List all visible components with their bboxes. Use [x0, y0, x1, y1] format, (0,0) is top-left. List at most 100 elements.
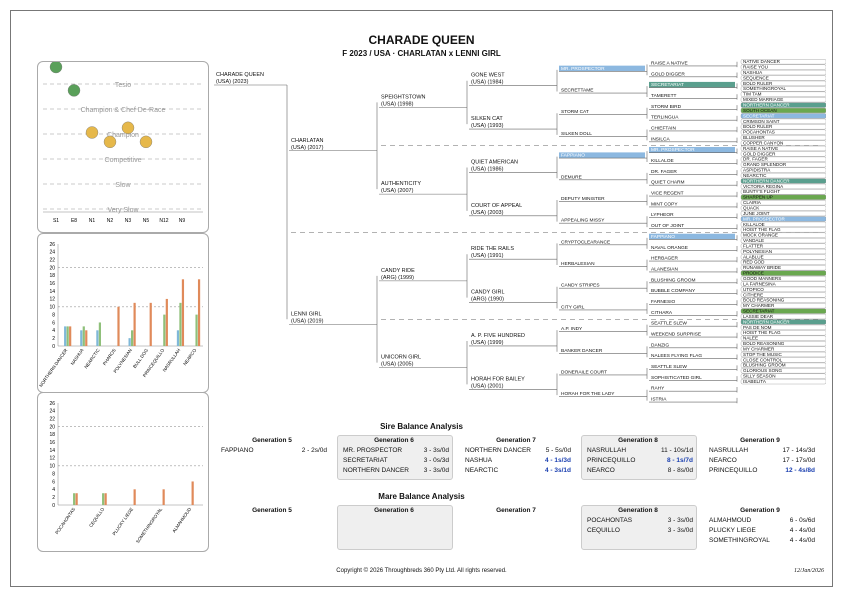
sire-balance-ancestor-name: NASHUA [465, 457, 493, 464]
gen6-name: ASPIDISTRA [743, 168, 771, 173]
gen6-box [740, 205, 826, 211]
gen6-name: ISABELITA [743, 379, 767, 384]
gen6-box [740, 303, 826, 309]
x-tick-label: N12 [159, 218, 168, 224]
sire-balance-ancestor-name: NORTHERN DANCER [343, 467, 409, 474]
gen6-box [740, 324, 826, 330]
sire-balance-ancestor-name: NASRULLAH [587, 447, 627, 454]
sire-category-label: NEARCTIC [83, 347, 101, 369]
gen6-box [740, 335, 826, 341]
y-tick-label: 2 [52, 336, 55, 342]
gen4-highlight [559, 152, 645, 158]
speed-point-n1 [85, 126, 99, 139]
gen5-name: BLUSHING GROOM [651, 277, 696, 283]
gen6-name: NORTHERN DANCER [743, 102, 790, 107]
gen6-name: PAS DE NOM [743, 325, 772, 330]
gen6-name: CLOSE CONTROL [743, 357, 783, 362]
gen6-name: TIM TAM [743, 92, 762, 97]
mare-balance-ancestor-name: ALMAHMOUD [709, 517, 752, 524]
sire-bar [179, 302, 182, 346]
gen6-box [740, 378, 826, 385]
gen5-name: MR. PROSPECTOR [651, 147, 695, 153]
gen6-name: GOLD DIGGER [743, 151, 776, 156]
gen5-name: TERLINGUA [651, 115, 679, 121]
gen6-box [740, 243, 826, 249]
gen4-name: STORM CAT [561, 109, 589, 115]
subject-origin: (USA) (2023) [216, 79, 249, 85]
gen6-name: GRAND SPLENDOR [743, 162, 787, 167]
mare-balance-ancestor-name: POCAHONTAS [587, 517, 633, 524]
sire-balance-ancestor-count: 3 - 3s/0d [423, 447, 449, 454]
gen6-box [740, 227, 826, 233]
gen6-box [740, 86, 826, 92]
mare-category-label: POCAHONTAS [54, 507, 76, 535]
gen6-box [740, 357, 826, 363]
gen2-origin: (USA) (2005) [381, 362, 414, 368]
gen6-name: BOLD REASONING [743, 298, 785, 303]
gen6-box [740, 91, 826, 97]
gen6-box [740, 140, 826, 146]
y-tick-label: 0 [52, 344, 55, 350]
gen6-name: RED GOD [743, 260, 765, 265]
gen6-box [740, 297, 826, 303]
sire-balance-ancestor-name: SECRETARIAT [343, 457, 388, 464]
gen5-name: GOLD DIGGER [651, 71, 685, 77]
gen6-name: NALEE [743, 336, 758, 341]
gen6-box [740, 281, 826, 287]
sire-balance-ancestor-count: 3 - 3s/0d [423, 467, 449, 474]
gen6-box [740, 183, 826, 190]
gen3-origin: (USA) (1984) [471, 80, 504, 86]
gen1-origin: (USA) (2019) [291, 318, 324, 324]
gen5-name: BUBBLE COMPANY [651, 288, 696, 294]
gen6-box [740, 308, 826, 314]
sire-balance-ancestor-count: 17 - 14s/3d [782, 447, 815, 454]
gen4-name: SILKEN DOLL [561, 131, 592, 137]
sire-balance-generation-box [337, 435, 453, 480]
mare-category-label: CEQUILLO [88, 506, 105, 528]
gen3-name: SILKEN CAT [471, 116, 503, 122]
y-tick-label: 10 [49, 305, 55, 311]
gen5-name: SEATTLE SLEW [651, 364, 687, 370]
y-tick-label: 14 [49, 289, 55, 295]
gen5-name: ISTRIA [651, 397, 667, 403]
y-tick-label: 20 [49, 424, 55, 430]
gen6-name: ALABLUE [743, 254, 764, 259]
gen6-box [740, 64, 826, 70]
gen6-box [740, 194, 826, 200]
gen5-name: DR. FAGER [651, 169, 677, 175]
sire-bar [96, 330, 99, 346]
gen5-name: TAMERETT [651, 93, 677, 99]
level-label: Very Slow [107, 207, 139, 214]
y-tick-label: 18 [49, 273, 55, 279]
sire-bar [117, 306, 120, 346]
gen6-box [740, 216, 826, 222]
gen6-box [740, 156, 826, 162]
gen4-name: FAPPIANO [561, 153, 585, 159]
gen6-name: BOLD RULER [743, 81, 773, 86]
gen6-box [740, 319, 826, 325]
sire-balance-ancestor-name: NASRULLAH [709, 447, 749, 454]
sire-bar [64, 326, 67, 346]
gen6-name: MY CHARMER [743, 303, 775, 308]
sire-bar [69, 326, 72, 346]
speed-figure-panel: Tesio Champion & Chef De-Race Champion Comp… [37, 61, 209, 233]
sire-balance-ancestor-count: 5 - 5s/0d [545, 447, 571, 454]
gen6-box [740, 69, 826, 76]
gen4-highlight [559, 65, 645, 72]
sire-balance-ancestor-name: NEARCO [709, 457, 737, 464]
sire-bar [128, 338, 131, 346]
gen6-name: PRODICE [743, 271, 764, 276]
x-tick-label: N9 [179, 218, 186, 224]
gen6-box [740, 172, 826, 179]
sire-bar [165, 298, 168, 346]
gen6-name: DR. FAGER [743, 157, 768, 162]
y-tick-label: 20 [49, 265, 55, 271]
x-tick-label: E8 [71, 218, 77, 224]
y-tick-label: 22 [49, 257, 55, 263]
sire-category-label: NORTHERN DANCER [38, 347, 69, 388]
gen6-name: MIXED MARRIAGE [743, 97, 783, 102]
sire-category-label: PHAROS [102, 348, 117, 366]
gen6-name: KILLALOE [743, 222, 765, 227]
gen4-name: BANKER DANCER [561, 348, 603, 354]
gen6-name: LA FARNESINA [743, 281, 777, 286]
